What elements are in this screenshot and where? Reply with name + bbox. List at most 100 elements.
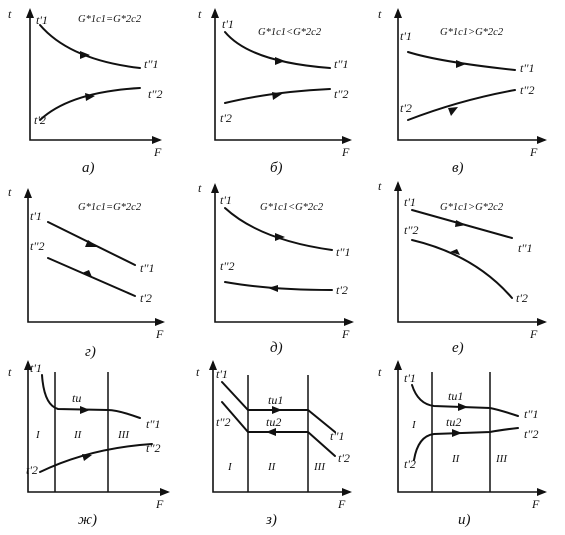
- panel-zh-hot-curve: [41, 374, 141, 419]
- panel-g-axis-F: F: [155, 327, 164, 341]
- panel-i-label-t1-out: t''1: [524, 407, 538, 421]
- panel-z-label-t1-out: t''1: [330, 429, 344, 443]
- panel-zh-zone-1: I: [35, 429, 41, 441]
- panel-d-caption: д): [270, 340, 283, 356]
- panel-v: t F G*1c1>G*2c2 t'1 t''1 t'2 t''2 в): [378, 7, 547, 176]
- panel-g-axis-t: t: [8, 185, 12, 199]
- panel-a: t F G*1c1=G*2c2 t'1 t''1 t'2 t''2 а): [8, 7, 162, 176]
- panel-zh-label-t2-out: t''2: [146, 441, 160, 455]
- panel-e-label-t2-in: t'2: [516, 291, 528, 305]
- panel-a-cold-curve: [39, 87, 141, 121]
- panel-g-label-t2-in: t'2: [140, 291, 152, 305]
- panel-d-axis-t: t: [198, 181, 202, 195]
- panel-e-axis-t: t: [378, 179, 382, 193]
- panel-a-label-t2-out: t''2: [148, 87, 162, 101]
- panel-b-label-t2-in: t'2: [220, 111, 232, 125]
- panel-b-condition: G*1c1<G*2c2: [258, 27, 322, 38]
- panel-v-label-t1-in: t'1: [400, 29, 412, 43]
- panel-z-axis-F: F: [337, 497, 346, 511]
- panel-i-label-t2-in: t'2: [404, 457, 416, 471]
- panel-v-cold-curve: [407, 89, 516, 121]
- panel-zh-axis-F: F: [155, 497, 164, 511]
- panel-g-label-t1-in: t'1: [30, 209, 42, 223]
- panel-g-label-t1-out: t''1: [140, 261, 154, 275]
- panel-a-axes: [29, 10, 160, 141]
- panel-z-zone-3: III: [313, 461, 326, 473]
- panel-e-label-t1-out: t''1: [518, 241, 532, 255]
- panel-e-axis-F: F: [529, 327, 538, 341]
- panel-zh-zone-2: II: [73, 429, 83, 441]
- panel-zh: t F t'1 t''1 t'2 t''2 tи I II III ж): [8, 360, 170, 528]
- panel-g-condition: G*1c1=G*2c2: [78, 202, 142, 213]
- panel-a-label-t2-in: t'2: [34, 113, 46, 127]
- panel-zh-axis-t: t: [8, 365, 12, 379]
- panel-b-label-t2-out: t''2: [334, 87, 348, 101]
- panel-zh-label-t1-out: t''1: [146, 417, 160, 431]
- panel-zh-label-t1-in: t'1: [30, 361, 42, 375]
- panel-z-zone-2: II: [267, 461, 277, 473]
- panel-zh-zone-3: III: [117, 429, 130, 441]
- panel-i-zone-3: III: [495, 453, 508, 465]
- panel-z: t F t'1 t''1 t''2 t'2 tи1 tи2 I II III з…: [196, 360, 352, 528]
- panel-b-axis-F: F: [341, 145, 350, 159]
- panel-v-caption: в): [452, 160, 464, 176]
- panel-e-condition: G*1c1>G*2c2: [440, 202, 504, 213]
- panel-z-label-t2-in: t'2: [338, 451, 350, 465]
- panel-e-cold-curve: [411, 239, 513, 299]
- panel-v-axis-F: F: [529, 145, 538, 159]
- panel-b-axes: [214, 10, 350, 141]
- panel-b-axis-t: t: [198, 7, 202, 21]
- panel-b: t F G*1c1<G*2c2 t'1 t''1 t'2 t''2 б): [198, 7, 352, 176]
- panel-zh-label-t2-in: t'2: [26, 463, 38, 477]
- panel-d-axis-F: F: [341, 327, 350, 341]
- panel-b-label-t1-in: t'1: [222, 17, 234, 31]
- panel-zh-cold-curve: [39, 443, 153, 473]
- panel-e: t F G*1c1>G*2c2 t'1 t''1 t''2 t'2 е): [378, 179, 547, 356]
- panel-z-level-ti2: tи2: [266, 415, 281, 429]
- panel-v-axis-t: t: [378, 7, 382, 21]
- panel-d-cold-curve: [224, 281, 333, 291]
- panel-i-level-ti1: tи1: [448, 389, 463, 403]
- panel-i-axis-t: t: [378, 365, 382, 379]
- panel-i-hot-curve: [411, 384, 519, 417]
- panel-i-axis-F: F: [531, 497, 540, 511]
- panel-z-label-t1-in: t'1: [216, 367, 228, 381]
- panel-d-hot-curve: [224, 207, 333, 251]
- panel-e-label-t1-in: t'1: [404, 195, 416, 209]
- panel-z-zone-1: I: [227, 461, 233, 473]
- panel-g-caption: г): [85, 344, 96, 360]
- panel-i: t F t'1 t''1 t'2 t''2 tи1 tи2 I II III и…: [378, 360, 547, 528]
- panel-a-label-t1-in: t'1: [36, 13, 48, 27]
- panel-i-axes: [397, 362, 545, 493]
- panel-z-caption: з): [265, 512, 277, 528]
- panel-d-label-t1-out: t''1: [336, 245, 350, 259]
- panel-v-condition: G*1c1>G*2c2: [440, 27, 504, 38]
- panel-g: t F G*1c1=G*2c2 t'1 t''1 t''2 t'2 г): [8, 185, 165, 360]
- panel-z-axes: [212, 362, 350, 493]
- panel-d: t F G*1c1<G*2c2 t'1 t''1 t''2 t'2 д): [198, 181, 354, 356]
- panel-g-cold-line: [47, 257, 136, 297]
- panel-zh-caption: ж): [78, 512, 97, 528]
- panel-v-label-t2-out: t''2: [520, 83, 534, 97]
- panel-g-label-t2-out: t''2: [30, 239, 44, 253]
- panel-e-caption: е): [452, 340, 464, 356]
- panel-v-axes: [397, 10, 545, 141]
- panel-d-label-t2-in: t'2: [336, 283, 348, 297]
- panel-z-cold-line: [221, 401, 336, 457]
- panel-i-zone-2: II: [451, 453, 461, 465]
- panel-a-axis-F: F: [153, 145, 162, 159]
- panel-i-level-ti2: tи2: [446, 415, 461, 429]
- panel-b-hot-curve: [224, 31, 331, 69]
- panel-v-label-t1-out: t''1: [520, 61, 534, 75]
- panel-i-label-t1-in: t'1: [404, 371, 416, 385]
- panel-e-label-t2-out: t''2: [404, 223, 418, 237]
- panel-g-axes: [27, 190, 163, 323]
- panel-i-zone-1: I: [411, 419, 417, 431]
- panel-a-condition: G*1c1=G*2c2: [78, 14, 142, 25]
- panel-i-label-t2-out: t''2: [524, 427, 538, 441]
- panel-zh-level-ti: tи: [72, 391, 81, 405]
- panel-a-caption: а): [82, 160, 95, 176]
- panel-d-axes: [214, 185, 352, 323]
- panel-z-label-t2-out: t''2: [216, 415, 230, 429]
